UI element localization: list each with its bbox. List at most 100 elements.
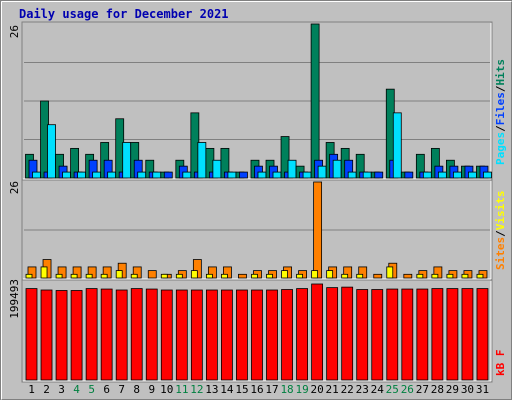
pages-bar	[77, 171, 86, 179]
hits-legend-part: Files	[494, 92, 507, 125]
pages-bar	[392, 112, 402, 179]
day-label: 31	[476, 383, 489, 396]
kbytes-bar	[431, 288, 444, 381]
day-label: 3	[58, 383, 65, 396]
pages-bar	[332, 159, 342, 179]
kbytes-bar	[205, 289, 218, 381]
hits-legend-part: Pages	[494, 132, 507, 165]
hits-legend-part: Hits	[494, 59, 507, 86]
visits-bar	[416, 273, 424, 279]
kbytes-bar	[461, 288, 474, 381]
kbytes-bar	[371, 289, 384, 381]
day-label: 1	[28, 383, 35, 396]
pages-bar	[257, 171, 267, 179]
hits-legend-part: /	[494, 85, 507, 92]
pages-bar	[317, 165, 327, 179]
visits-bar	[356, 273, 364, 279]
day-label: 16	[250, 383, 263, 396]
kbytes-bar	[115, 289, 128, 381]
pages-bar	[152, 171, 162, 179]
visits-bar	[251, 273, 258, 279]
sites-legend: Sites/Visits	[494, 191, 507, 271]
day-label: 7	[118, 383, 125, 396]
kbytes-bar	[401, 288, 414, 381]
kbytes-bar	[85, 288, 98, 381]
kbytes-bar	[326, 287, 339, 381]
kbytes-bar	[311, 283, 324, 381]
visits-bar	[461, 273, 469, 279]
hits-bar	[310, 23, 320, 179]
pages-bar	[47, 124, 56, 179]
day-label: 19	[295, 383, 308, 396]
pages-bar	[272, 171, 282, 179]
kbytes-bar	[266, 289, 278, 381]
visits-bar	[266, 273, 273, 279]
visits-bar	[100, 273, 108, 279]
kbytes-bar	[281, 289, 293, 381]
files-bar	[374, 171, 384, 179]
visits-bar	[160, 273, 168, 279]
day-label: 22	[341, 383, 354, 396]
visits-bar	[476, 273, 484, 279]
sites-bar	[313, 181, 323, 279]
kbytes-bar	[145, 288, 158, 381]
pages-bar	[122, 142, 132, 179]
pages-bar	[437, 171, 447, 179]
kbytes-bar	[190, 289, 203, 381]
sites-bar	[403, 273, 413, 279]
visits-bar	[326, 270, 334, 279]
day-label: 15	[235, 383, 248, 396]
day-label: 29	[446, 383, 459, 396]
day-label: 13	[205, 383, 218, 396]
day-label: 26	[401, 383, 414, 396]
day-label: 25	[386, 383, 399, 396]
day-label: 21	[326, 383, 339, 396]
day-label: 11	[175, 383, 188, 396]
day-label: 8	[133, 383, 140, 396]
day-label: 10	[160, 383, 173, 396]
kbytes-bar	[55, 290, 68, 381]
pages-bar	[453, 171, 462, 179]
kbytes-bar	[100, 288, 113, 381]
pages-bar	[468, 171, 477, 179]
day-label: 24	[371, 383, 385, 396]
day-label: 27	[416, 383, 429, 396]
pages-bar	[227, 171, 237, 179]
day-label: 30	[461, 383, 474, 396]
day-label: 23	[356, 383, 369, 396]
visits-bar	[281, 270, 288, 279]
kbytes-bar	[40, 289, 53, 381]
visits-bar	[386, 266, 394, 279]
visits-bar	[115, 270, 123, 279]
day-label: 18	[280, 383, 293, 396]
kbytes-bar	[296, 288, 308, 381]
kbytes-bar	[446, 288, 459, 381]
kbytes-bar	[476, 288, 489, 381]
visits-bar	[40, 266, 48, 279]
kbytes-bar	[160, 289, 173, 381]
files-bar	[163, 171, 173, 179]
kbytes-bar	[236, 289, 248, 381]
pages-bar	[362, 171, 372, 179]
pages-bar	[92, 171, 102, 179]
kbytes-bar	[356, 289, 369, 381]
pages-bar	[137, 171, 147, 179]
day-label: 5	[88, 383, 95, 396]
pages-bar	[107, 171, 117, 179]
day-label: 12	[190, 383, 203, 396]
sites-legend-part: Sites	[494, 237, 507, 270]
sites-bar	[238, 273, 247, 279]
pages-bar	[302, 171, 312, 179]
kbytes-bar	[221, 289, 233, 381]
chart-title: Daily usage for December 2021	[19, 7, 229, 21]
kbytes-bar	[251, 289, 263, 381]
day-label: 14	[220, 383, 234, 396]
visits-bar	[55, 273, 63, 279]
day-label: 20	[311, 383, 324, 396]
visits-bar	[341, 273, 349, 279]
pages-bar	[212, 159, 222, 179]
visits-bar	[205, 273, 213, 279]
pages-bar	[422, 171, 432, 179]
kbytes-bar	[70, 290, 83, 381]
